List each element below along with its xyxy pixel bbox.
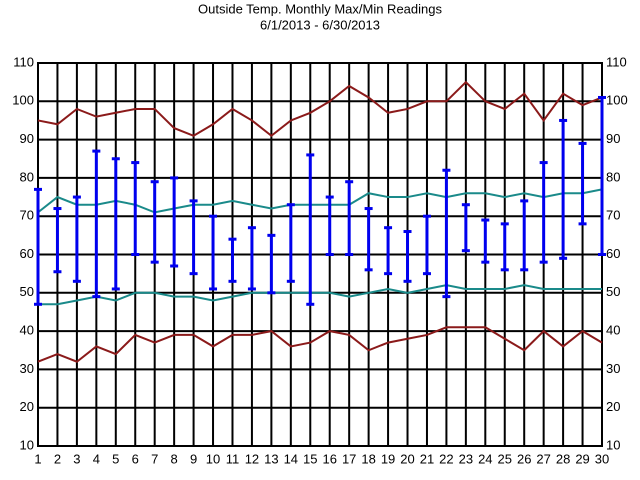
y-tick-label: 30 bbox=[20, 361, 34, 376]
x-tick-label: 13 bbox=[264, 451, 278, 466]
x-tick-label: 30 bbox=[595, 451, 609, 466]
x-tick-label: 25 bbox=[498, 451, 512, 466]
x-tick-label: 20 bbox=[400, 451, 414, 466]
y2-tick-label: 110 bbox=[606, 54, 627, 69]
x-tick-label: 10 bbox=[206, 451, 220, 466]
chart-title: Outside Temp. Monthly Max/Min Readings bbox=[198, 1, 442, 16]
y2-tick-label: 100 bbox=[606, 93, 628, 108]
y-tick-label: 20 bbox=[20, 399, 34, 414]
y-tick-label: 60 bbox=[20, 246, 34, 261]
x-tick-label: 29 bbox=[575, 451, 589, 466]
y-tick-label: 50 bbox=[20, 284, 34, 299]
x-tick-label: 11 bbox=[226, 451, 240, 466]
x-tick-label: 16 bbox=[322, 451, 336, 466]
x-tick-label: 1 bbox=[34, 451, 41, 466]
y2-tick-label: 30 bbox=[606, 361, 620, 376]
y2-tick-label: 80 bbox=[606, 169, 620, 184]
x-tick-label: 5 bbox=[112, 451, 119, 466]
x-tick-label: 21 bbox=[420, 451, 434, 466]
x-tick-label: 12 bbox=[245, 451, 259, 466]
y-tick-label: 110 bbox=[13, 54, 34, 69]
x-tick-label: 8 bbox=[171, 451, 178, 466]
chart-subtitle: 6/1/2013 - 6/30/2013 bbox=[260, 17, 380, 32]
y2-tick-label: 60 bbox=[606, 246, 620, 261]
y2-tick-label: 70 bbox=[606, 208, 620, 223]
x-tick-label: 7 bbox=[151, 451, 158, 466]
y-tick-label: 40 bbox=[20, 323, 34, 338]
y2-tick-label: 90 bbox=[606, 131, 620, 146]
y2-tick-label: 20 bbox=[606, 399, 620, 414]
line bbox=[37, 80, 603, 138]
y-tick-label: 100 bbox=[12, 93, 34, 108]
x-tick-label: 15 bbox=[303, 451, 317, 466]
x-tick-label: 9 bbox=[190, 451, 197, 466]
y-tick-label: 10 bbox=[20, 437, 34, 452]
x-tick-label: 22 bbox=[439, 451, 453, 466]
x-tick-label: 2 bbox=[54, 451, 61, 466]
x-tick-label: 23 bbox=[459, 451, 473, 466]
y-tick-label: 70 bbox=[20, 208, 34, 223]
line bbox=[37, 188, 603, 214]
line bbox=[37, 326, 603, 363]
x-tick-label: 24 bbox=[478, 451, 492, 466]
x-tick-label: 3 bbox=[73, 451, 80, 466]
line bbox=[38, 284, 602, 306]
x-tick-label: 27 bbox=[536, 451, 550, 466]
y-tick-label: 80 bbox=[20, 169, 34, 184]
y-tick-label: 90 bbox=[20, 131, 34, 146]
y2-tick-label: 50 bbox=[606, 284, 620, 299]
x-tick-label: 14 bbox=[284, 451, 298, 466]
y2-tick-label: 40 bbox=[606, 323, 620, 338]
x-tick-label: 19 bbox=[381, 451, 395, 466]
x-tick-label: 17 bbox=[342, 451, 356, 466]
y2-tick-label: 10 bbox=[606, 437, 620, 452]
x-tick-label: 4 bbox=[93, 451, 100, 466]
x-tick-label: 26 bbox=[517, 451, 531, 466]
x-tick-label: 18 bbox=[361, 451, 375, 466]
x-tick-label: 6 bbox=[132, 451, 139, 466]
x-tick-label: 28 bbox=[556, 451, 570, 466]
